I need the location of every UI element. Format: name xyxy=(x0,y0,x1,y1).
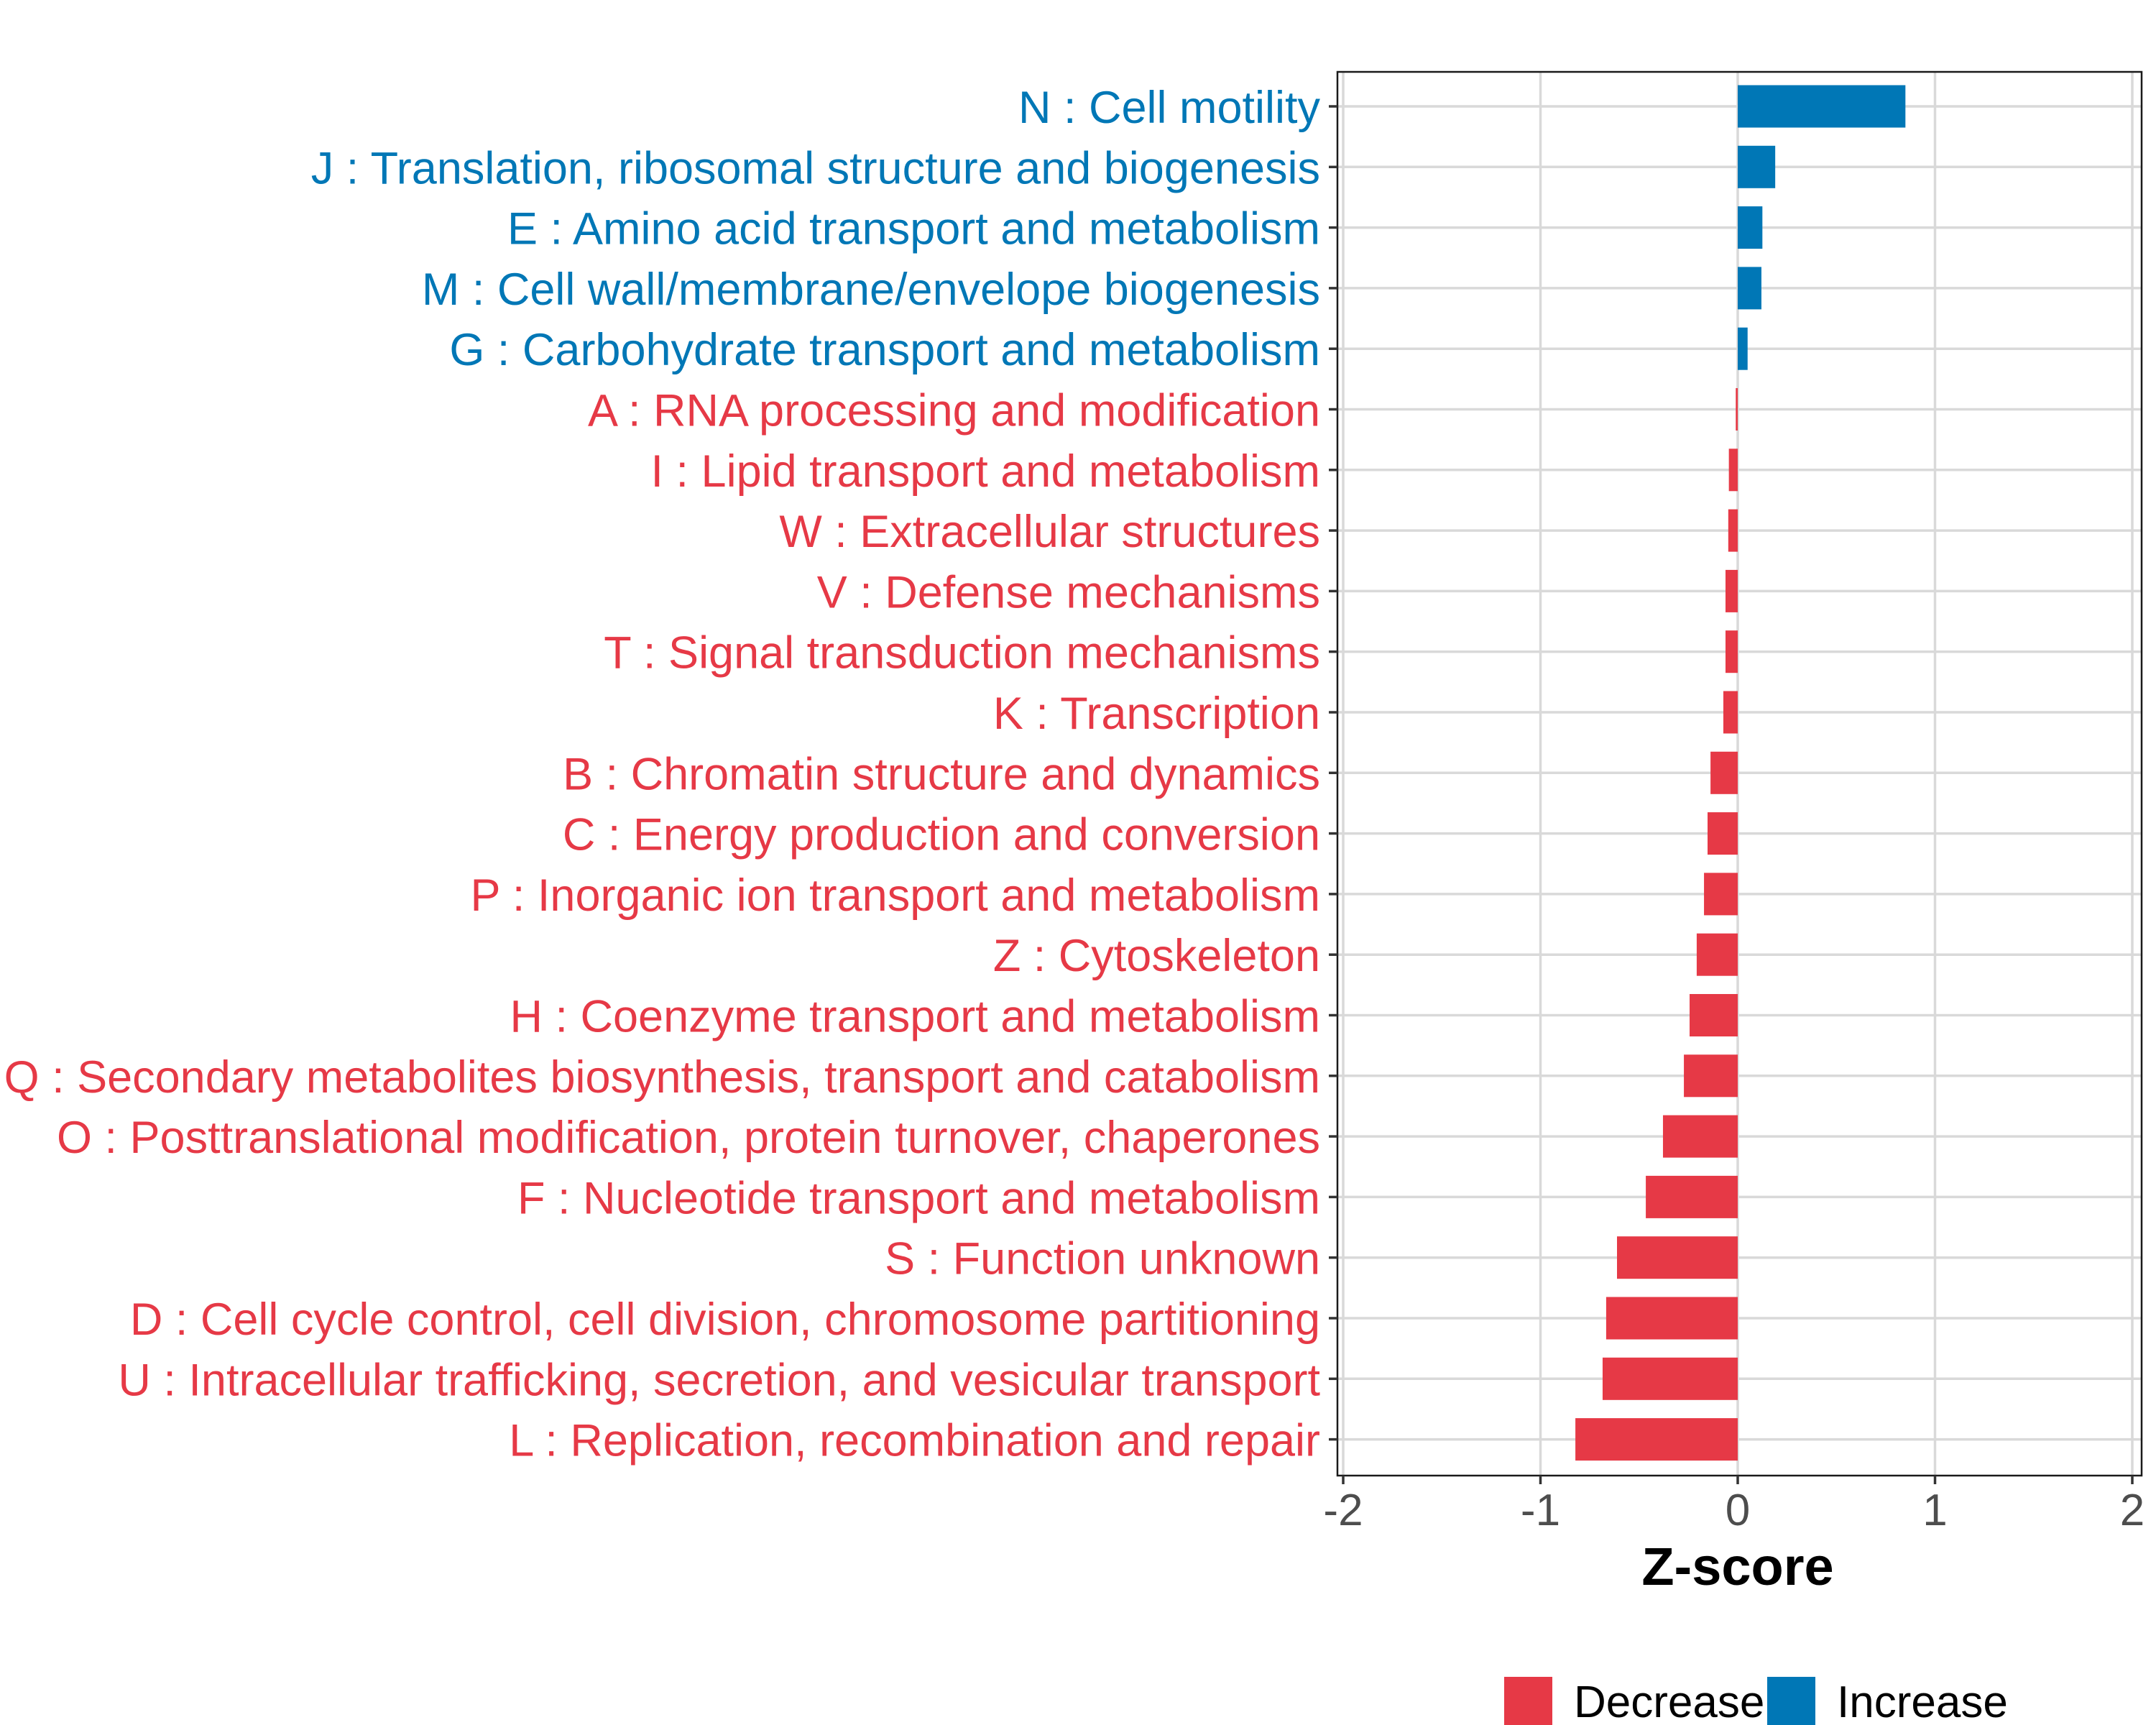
bar-m xyxy=(1738,267,1761,310)
bar-s xyxy=(1617,1236,1738,1279)
category-label-a: A : RNA processing and modification xyxy=(588,386,1320,436)
bar-g xyxy=(1738,327,1748,370)
grid-lines xyxy=(1337,72,2142,1476)
category-label-w: W : Extracellular structures xyxy=(779,507,1320,557)
category-label-b: B : Chromatin structure and dynamics xyxy=(563,749,1320,799)
category-label-g: G : Carbohydrate transport and metabolis… xyxy=(449,325,1320,375)
bar-h xyxy=(1690,994,1738,1036)
category-label-v: V : Defense mechanisms xyxy=(817,567,1320,617)
y-axis-ticks xyxy=(1329,105,1337,1441)
bar-u xyxy=(1602,1357,1738,1400)
bar-e xyxy=(1738,206,1763,249)
bar-o xyxy=(1662,1115,1738,1158)
bar-l xyxy=(1575,1418,1738,1461)
bar-v xyxy=(1725,569,1738,612)
x-axis-title: Z-score xyxy=(1641,1537,1833,1596)
bars xyxy=(1575,85,1906,1461)
bar-b xyxy=(1710,751,1738,794)
bar-j xyxy=(1738,145,1776,188)
bar-c xyxy=(1708,812,1738,855)
category-label-o: O : Posttranslational modification, prot… xyxy=(57,1113,1320,1163)
category-label-e: E : Amino acid transport and metabolism xyxy=(507,204,1320,254)
category-label-c: C : Energy production and conversion xyxy=(563,810,1320,860)
legend-swatch-increase xyxy=(1767,1677,1815,1725)
category-label-z: Z : Cytoskeleton xyxy=(993,931,1320,981)
bar-w xyxy=(1728,509,1738,552)
category-label-n: N : Cell motility xyxy=(1018,83,1321,133)
bar-q xyxy=(1684,1054,1738,1098)
category-label-u: U : Intracellular trafficking, secretion… xyxy=(118,1355,1320,1405)
category-label-i: I : Lipid transport and metabolism xyxy=(651,446,1320,497)
category-label-p: P : Inorganic ion transport and metaboli… xyxy=(471,870,1320,921)
category-label-t: T : Signal transduction mechanisms xyxy=(604,628,1320,678)
bar-n xyxy=(1738,85,1906,128)
category-label-m: M : Cell wall/membrane/envelope biogenes… xyxy=(422,264,1320,315)
category-label-h: H : Coenzyme transport and metabolism xyxy=(510,992,1320,1042)
legend: Decrease Increase xyxy=(1504,1677,2008,1725)
bar-a xyxy=(1736,388,1738,431)
bar-d xyxy=(1606,1297,1738,1340)
x-tick-label-3: 1 xyxy=(1922,1486,1947,1535)
legend-label-increase: Increase xyxy=(1837,1678,2008,1725)
category-label-s: S : Function unknown xyxy=(885,1234,1320,1284)
legend-swatch-decrease xyxy=(1504,1677,1552,1725)
x-tick-label-4: 2 xyxy=(2120,1486,2145,1535)
x-tick-label-1: -1 xyxy=(1521,1486,1560,1535)
bar-f xyxy=(1646,1175,1738,1218)
bar-k xyxy=(1723,691,1738,734)
x-tick-label-0: -2 xyxy=(1323,1486,1363,1535)
category-label-l: L : Replication, recombination and repai… xyxy=(509,1416,1320,1466)
category-label-d: D : Cell cycle control, cell division, c… xyxy=(130,1294,1320,1345)
category-label-f: F : Nucleotide transport and metabolism xyxy=(517,1173,1320,1223)
legend-label-decrease: Decrease xyxy=(1574,1678,1764,1725)
bar-z xyxy=(1696,933,1738,976)
category-label-q: Q : Secondary metabolites biosynthesis, … xyxy=(4,1052,1320,1103)
category-label-k: K : Transcription xyxy=(993,689,1320,739)
bar-p xyxy=(1704,873,1738,916)
bar-i xyxy=(1728,448,1738,492)
bar-t xyxy=(1725,630,1738,673)
category-label-j: J : Translation, ribosomal structure and… xyxy=(311,143,1320,193)
x-tick-label-2: 0 xyxy=(1726,1486,1750,1535)
x-axis-ticks xyxy=(1342,1476,2134,1484)
x-axis-tick-labels: -2 -1 0 1 2 xyxy=(1323,1486,2145,1535)
y-axis-category-labels: N : Cell motility J : Translation, riboso… xyxy=(4,83,1321,1466)
